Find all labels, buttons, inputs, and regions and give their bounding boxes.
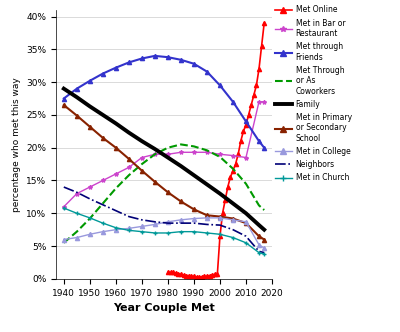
Y-axis label: percentage who met this way: percentage who met this way: [12, 77, 20, 212]
X-axis label: Year Couple Met: Year Couple Met: [113, 303, 215, 313]
Legend: Met Online, Met in Bar or
Restaurant, Met through
Friends, Met Through
or As
Cow: Met Online, Met in Bar or Restaurant, Me…: [274, 5, 352, 183]
